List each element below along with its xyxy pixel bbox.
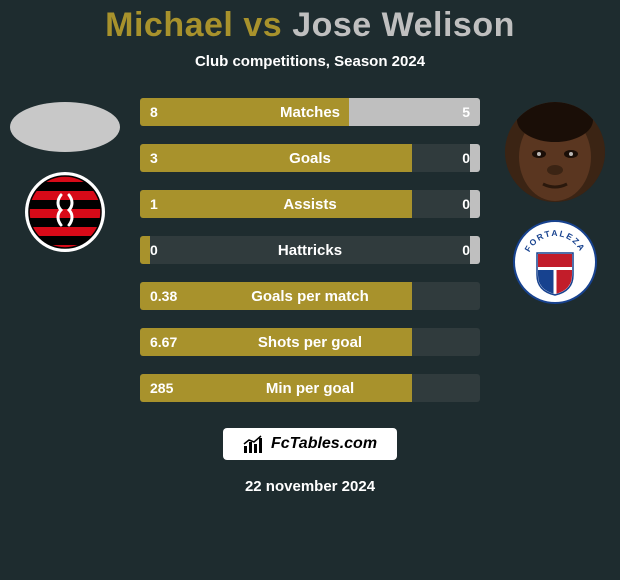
stat-row: 1Assists0 [140, 190, 480, 218]
fortaleza-badge: FORTALEZA [513, 220, 597, 304]
footer: FcTables.com 22 november 2024 [223, 428, 397, 495]
main-area: 8Matches53Goals01Assists00Hattricks00.38… [0, 98, 620, 402]
stat-label: Assists [140, 196, 480, 213]
title-vs: vs [243, 6, 282, 45]
stat-label: Matches [140, 104, 480, 121]
stat-row: 285Min per goal [140, 374, 480, 402]
date: 22 november 2024 [245, 478, 375, 495]
fctables-text: FcTables.com [271, 435, 377, 453]
player2-photo [505, 102, 605, 202]
player1-name: Michael [105, 6, 233, 45]
stat-row: 3Goals0 [140, 144, 480, 172]
stat-label: Min per goal [140, 380, 480, 397]
player1-photo [10, 102, 120, 152]
subtitle: Club competitions, Season 2024 [195, 53, 425, 70]
stat-label: Hattricks [140, 242, 480, 259]
player2-name: Jose Welison [292, 6, 515, 45]
stat-value-right: 5 [462, 104, 470, 120]
stat-value-right: 0 [462, 150, 470, 166]
fctables-badge[interactable]: FcTables.com [223, 428, 397, 460]
stat-label: Shots per goal [140, 334, 480, 351]
stat-row: 8Matches5 [140, 98, 480, 126]
comparison-card: Michael vs Jose Welison Club competition… [0, 0, 620, 580]
chart-icon [243, 434, 263, 454]
stat-value-right: 0 [462, 196, 470, 212]
stats-bars: 8Matches53Goals01Assists00Hattricks00.38… [140, 98, 480, 402]
stat-label: Goals per match [140, 288, 480, 305]
left-side [10, 98, 120, 402]
stat-label: Goals [140, 150, 480, 167]
stat-value-right: 0 [462, 242, 470, 258]
title: Michael vs Jose Welison [105, 6, 515, 45]
stat-row: 0Hattricks0 [140, 236, 480, 264]
right-side: FORTALEZA [500, 98, 610, 402]
stat-row: 6.67Shots per goal [140, 328, 480, 356]
stat-row: 0.38Goals per match [140, 282, 480, 310]
flamengo-badge [23, 170, 107, 254]
